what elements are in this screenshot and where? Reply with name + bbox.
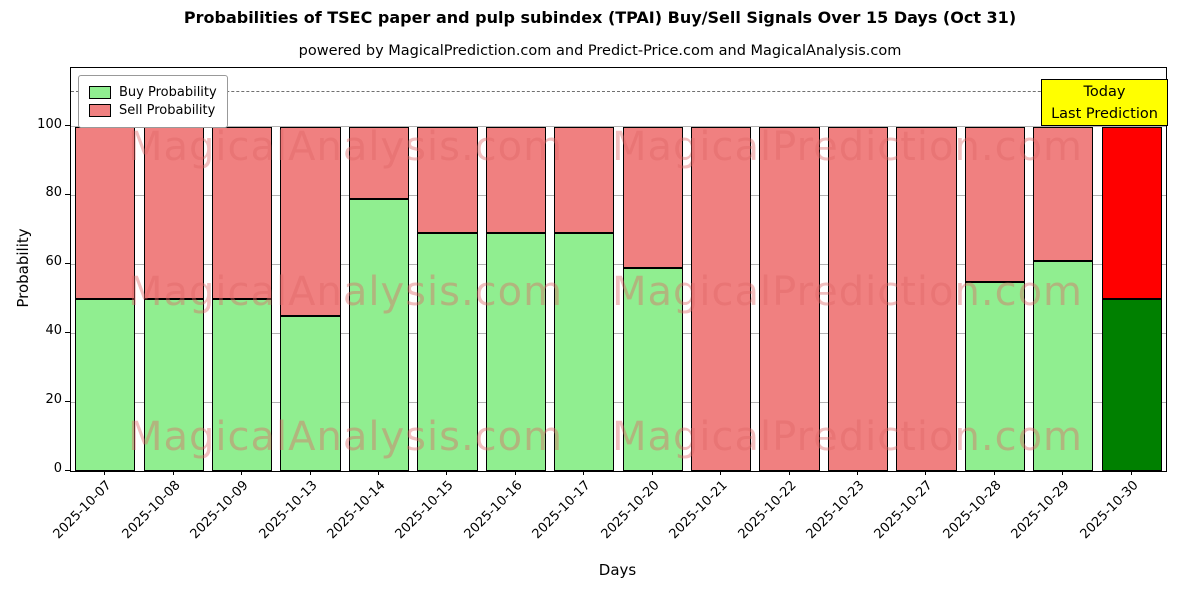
- bar-segment-sell: [896, 126, 957, 471]
- gridline: [71, 126, 1166, 128]
- bar-segment-sell: [211, 126, 273, 299]
- gridline: [71, 401, 1166, 403]
- x-tick-mark: [446, 471, 448, 475]
- x-tick-mark: [651, 471, 653, 475]
- x-tick-mark: [241, 471, 243, 475]
- gridline: [71, 332, 1166, 334]
- y-tick-label: 80: [45, 185, 62, 201]
- x-tick-mark: [583, 471, 585, 475]
- plot-area: [70, 67, 1167, 472]
- today-annotation: Today Last Prediction: [1041, 79, 1168, 126]
- legend-item-buy: Buy Probability: [89, 85, 217, 100]
- bar-segment-buy: [417, 233, 478, 471]
- bar-segment-sell: [1101, 126, 1162, 299]
- y-tick-mark: [65, 400, 70, 402]
- bar-segment-sell: [485, 126, 546, 234]
- gridline: [71, 194, 1166, 196]
- x-axis-label: Days: [598, 561, 637, 579]
- legend-label-buy: Buy Probability: [119, 85, 217, 100]
- bar-segment-buy: [554, 233, 615, 471]
- chart-subtitle: powered by MagicalPrediction.com and Pre…: [298, 43, 902, 59]
- y-tick-mark: [65, 469, 70, 471]
- bar-segment-sell: [348, 126, 410, 199]
- x-tick-mark: [514, 471, 516, 475]
- bar-segment-sell: [75, 126, 136, 299]
- bar-segment-sell: [827, 126, 889, 471]
- x-tick-mark: [104, 471, 106, 475]
- bar-segment-sell: [622, 126, 683, 268]
- x-tick-mark: [925, 471, 927, 475]
- gridline: [71, 263, 1166, 265]
- y-tick-mark: [65, 262, 70, 264]
- x-tick-mark: [377, 471, 379, 475]
- bar-segment-sell: [554, 126, 615, 234]
- bar-segment-sell: [759, 126, 820, 471]
- x-tick-mark: [788, 471, 790, 475]
- x-tick-mark: [309, 471, 311, 475]
- y-tick-label: 100: [37, 116, 62, 132]
- x-tick-mark: [1062, 471, 1064, 475]
- x-tick-mark: [1130, 471, 1132, 475]
- bar-segment-sell: [143, 126, 204, 299]
- bar-segment-buy: [1033, 260, 1094, 471]
- legend-label-sell: Sell Probability: [119, 103, 216, 118]
- sell-swatch-icon: [89, 104, 111, 117]
- bar-segment-sell: [417, 126, 478, 234]
- bar-segment-buy: [348, 198, 410, 471]
- bar-segment-buy: [143, 298, 204, 471]
- y-tick-label: 20: [45, 392, 62, 408]
- threshold-dashed-line: [71, 91, 1166, 93]
- today-annotation-line2: Last Prediction: [1051, 105, 1158, 122]
- bar-segment-buy: [211, 298, 273, 471]
- bar-segment-sell: [1033, 126, 1094, 261]
- bar-segment-sell: [964, 126, 1025, 282]
- today-annotation-line1: Today: [1083, 84, 1126, 100]
- bar-segment-buy: [280, 316, 341, 471]
- y-tick-mark: [65, 331, 70, 333]
- bar-segment-buy: [964, 281, 1025, 471]
- x-tick-mark: [720, 471, 722, 475]
- y-tick-mark: [65, 193, 70, 195]
- chart-title: Probabilities of TSEC paper and pulp sub…: [183, 8, 1017, 27]
- y-tick-mark: [65, 125, 70, 127]
- bar-segment-buy: [1101, 298, 1162, 471]
- y-tick-label: 40: [45, 323, 62, 339]
- bar-segment-buy: [622, 267, 683, 471]
- buy-swatch-icon: [89, 86, 111, 99]
- legend-item-sell: Sell Probability: [89, 103, 217, 118]
- x-tick-mark: [857, 471, 859, 475]
- x-tick-mark: [993, 471, 995, 475]
- bar-segment-sell: [691, 126, 752, 471]
- legend: Buy Probability Sell Probability: [78, 75, 228, 128]
- y-tick-label: 0: [53, 461, 62, 476]
- bar-segment-buy: [485, 233, 546, 471]
- x-tick-mark: [172, 471, 174, 475]
- y-tick-label: 60: [45, 254, 62, 270]
- bar-segment-sell: [280, 126, 341, 316]
- bar-segment-buy: [75, 298, 136, 471]
